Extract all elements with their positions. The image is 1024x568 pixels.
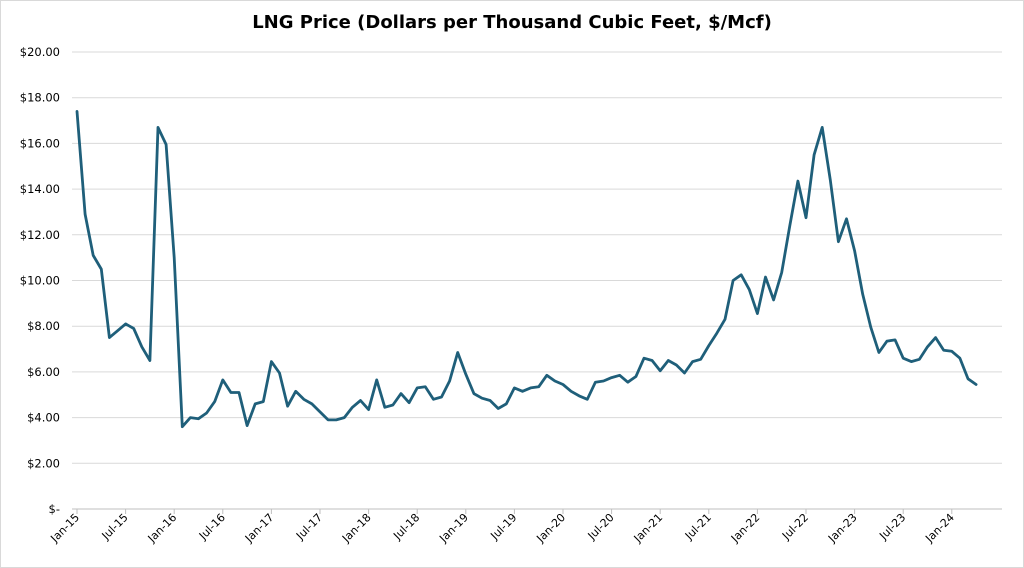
x-tick-label: Jan-16: [145, 511, 180, 546]
y-axis-tick-labels: $- $2.00 $4.00 $6.00 $8.00 $10.00 $12.00 $14.00…: [20, 45, 60, 516]
y-tick-label: $16.00: [20, 136, 60, 150]
x-tick-label: Jul-21: [682, 511, 714, 543]
x-tick-label: Jul-18: [390, 511, 422, 543]
x-tick-label: Jan-21: [631, 511, 666, 546]
y-tick-label: $18.00: [20, 91, 60, 105]
x-tick-label: Jul-20: [585, 511, 617, 543]
x-axis: Jan-15 Jul-15 Jan-16 Jul-16 Jan-17 Jul-17 Jan-…: [48, 508, 1002, 546]
x-tick-label: Jan-18: [339, 511, 374, 546]
y-tick-label: $8.00: [27, 319, 60, 333]
y-tick-label: $14.00: [20, 182, 60, 196]
y-tick-label: $12.00: [20, 228, 60, 242]
chart-title: LNG Price (Dollars per Thousand Cubic Fe…: [252, 12, 772, 33]
x-tick-label: Jul-22: [779, 511, 811, 543]
y-tick-label: $2.00: [27, 456, 60, 470]
x-tick-label: Jan-24: [922, 511, 957, 546]
series-line-lng-price: [75, 110, 978, 429]
y-tick-label: $-: [49, 502, 60, 516]
x-tick-label: Jan-20: [534, 511, 569, 546]
x-tick-label: Jul-17: [293, 511, 325, 543]
series-group: [75, 110, 978, 429]
y-tick-label: $6.00: [27, 365, 60, 379]
x-tick-label: Jul-15: [99, 511, 131, 543]
y-tick-label: $4.00: [27, 411, 60, 425]
x-tick-label: Jan-15: [48, 511, 83, 546]
x-tick-label: Jul-19: [488, 511, 520, 543]
x-tick-label: Jan-17: [242, 511, 277, 546]
x-tick-label: Jan-22: [728, 511, 763, 546]
x-tick-label: Jul-16: [196, 511, 228, 543]
x-tick-label: Jan-19: [436, 511, 471, 546]
gridlines: [72, 51, 1002, 464]
y-tick-label: $20.00: [20, 45, 60, 59]
x-tick-label: Jan-23: [825, 511, 860, 546]
y-tick-label: $10.00: [20, 274, 60, 288]
x-tick-label: Jul-23: [876, 511, 908, 543]
